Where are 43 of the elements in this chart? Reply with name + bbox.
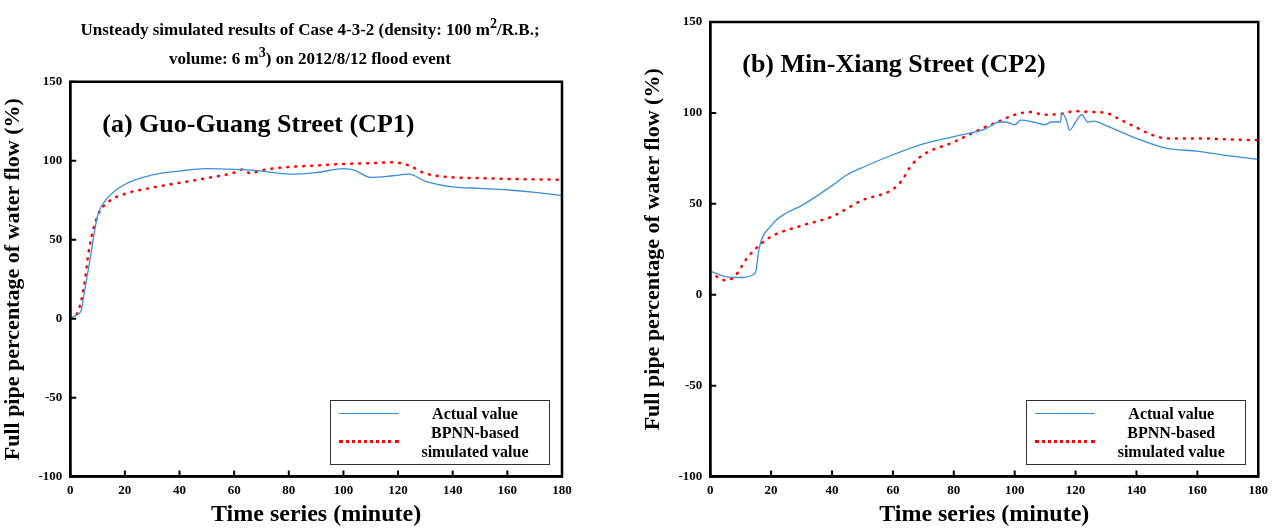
y-tick-label: -100 <box>678 467 703 483</box>
x-tick-label: 80 <box>282 481 296 497</box>
legend-label: BPNN-based simulated value <box>420 422 530 461</box>
x-tick-label: 180 <box>1248 481 1268 497</box>
x-tick-label: 80 <box>947 481 961 497</box>
x-tick-label: 60 <box>886 481 900 497</box>
x-tick-label: 180 <box>552 481 572 497</box>
x-tick-label: 120 <box>1065 481 1086 497</box>
x-tick-label: 20 <box>118 481 132 497</box>
x-tick-label: 20 <box>764 481 778 497</box>
y-axis-title: Full pipe percentage of water flow (%) <box>0 98 24 461</box>
x-tick-label: 140 <box>1126 481 1147 497</box>
annotation: (b) Min-Xiang Street (CP2) <box>742 48 1046 78</box>
x-tick-label: 100 <box>1004 481 1025 497</box>
x-tick-label: 0 <box>66 481 74 497</box>
x-tick-label: 40 <box>825 481 839 497</box>
y-tick-label: -50 <box>684 377 703 393</box>
y-tick-label: 150 <box>682 13 703 29</box>
y-tick-label: 0 <box>695 286 703 302</box>
x-tick-label: 60 <box>227 481 241 497</box>
x-tick-label: 140 <box>442 481 463 497</box>
x-axis-title: Time series (minute) <box>879 499 1090 526</box>
x-tick-label: 0 <box>706 481 714 497</box>
y-tick-label: -100 <box>38 467 63 483</box>
y-tick-label: 50 <box>49 231 63 247</box>
y-tick-label: -50 <box>44 389 63 404</box>
x-axis-title: Time series (minute) <box>211 499 422 526</box>
chart-title: Unsteady simulated results of Case 4-3-2 (density: 100 m$^{2}$/R.B.; volume: 6 m$^{3}$) on 2012/8/12 flood event <box>80 15 540 68</box>
y-tick-label: 150 <box>42 73 63 89</box>
x-tick-label: 160 <box>1187 481 1208 497</box>
y-tick-label: 50 <box>689 195 703 211</box>
y-tick-label: 0 <box>55 310 63 326</box>
legend-label: BPNN-based simulated value <box>1116 422 1226 461</box>
y-tick-label: 100 <box>42 152 63 168</box>
x-tick-label: 120 <box>388 481 408 497</box>
legend-label: Actual value <box>1127 403 1216 423</box>
x-tick-label: 160 <box>497 481 518 497</box>
y-tick-label: 100 <box>682 104 703 120</box>
x-tick-label: 40 <box>173 481 187 497</box>
y-axis-title: Full pipe percentage of water flow (%) <box>638 68 664 431</box>
x-tick-label: 100 <box>333 481 354 497</box>
legend-label: Actual value <box>431 403 519 423</box>
annotation: (a) Guo-Guang Street (CP1) <box>102 108 415 138</box>
